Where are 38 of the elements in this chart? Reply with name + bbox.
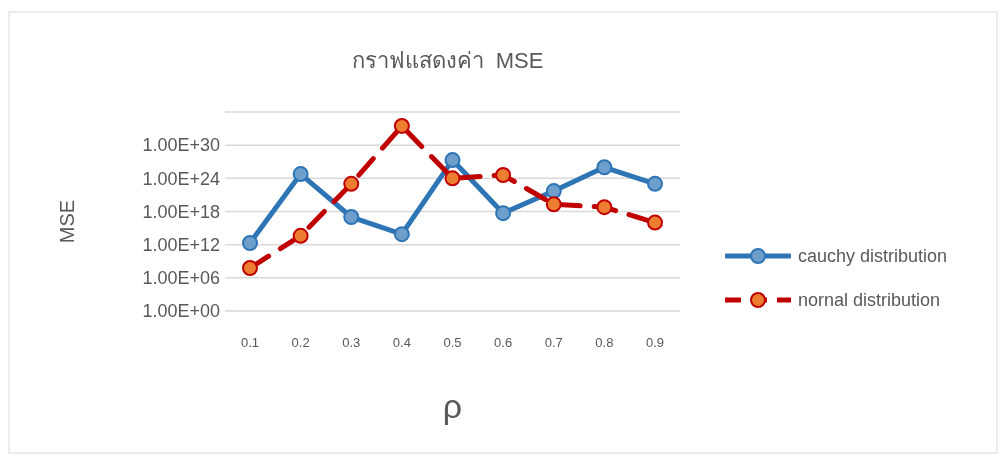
point bbox=[596, 199, 613, 216]
y-tick-label: 1.00E+12 bbox=[142, 234, 220, 255]
chart-title: กราฟแสดงค่า MSE bbox=[351, 48, 544, 73]
point bbox=[343, 209, 360, 226]
y-tick-label: 1.00E+18 bbox=[142, 201, 220, 222]
x-tick-label: 0.5 bbox=[443, 335, 462, 350]
x-tick-label: 0.1 bbox=[240, 335, 260, 350]
x-tick-label: 0.4 bbox=[392, 335, 411, 350]
point bbox=[292, 227, 309, 244]
point bbox=[444, 152, 461, 169]
point bbox=[545, 196, 562, 213]
x-axis-title: ρ bbox=[442, 387, 463, 425]
point bbox=[444, 170, 461, 187]
point bbox=[647, 214, 663, 231]
x-tick-label: 0.9 bbox=[645, 335, 665, 350]
point bbox=[596, 159, 613, 176]
point bbox=[343, 175, 360, 192]
y-tick-label: 1.00E+24 bbox=[142, 168, 220, 189]
point bbox=[647, 175, 663, 192]
legend-label: cauchy distribution bbox=[798, 246, 948, 267]
point bbox=[242, 235, 258, 251]
point bbox=[292, 166, 309, 183]
y-tick-label: 1.00E+00 bbox=[142, 301, 220, 322]
y-axis-title: MSE bbox=[56, 199, 78, 244]
point bbox=[495, 167, 512, 184]
x-tick-label: 0.8 bbox=[595, 335, 614, 350]
x-tick-label: 0.2 bbox=[291, 335, 310, 350]
point bbox=[545, 183, 562, 200]
x-tick-label: 0.7 bbox=[544, 335, 563, 350]
point bbox=[495, 205, 512, 222]
x-tick-label: 0.3 bbox=[342, 335, 361, 350]
x-tick-label: 0.6 bbox=[494, 335, 513, 350]
y-tick-label: 1.00E+06 bbox=[142, 268, 220, 289]
point bbox=[393, 117, 410, 134]
legend-label: nornal distribution bbox=[798, 290, 941, 311]
y-tick-label: 1.00E+30 bbox=[142, 135, 220, 156]
point bbox=[242, 260, 258, 276]
point bbox=[393, 226, 410, 243]
